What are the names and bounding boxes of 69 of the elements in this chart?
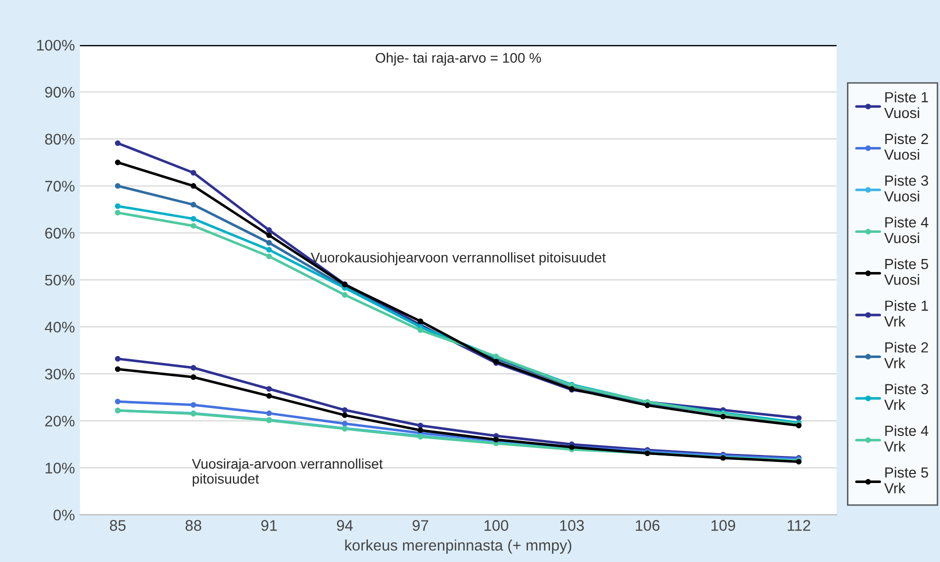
annotation: Vuorokausiohjearvoon verrannolliset pitoisuudet	[310, 252, 606, 266]
point	[114, 398, 121, 404]
x-tick-label: 106	[636, 520, 660, 531]
x-tick-label: 103	[560, 520, 584, 531]
point	[644, 402, 650, 408]
legend-label: Piste 4 Vuosi	[884, 216, 928, 244]
x-tick-label: 94	[336, 520, 353, 531]
point	[190, 216, 196, 222]
annotation: Vuosiraja-arvoon verrannolliset pitoisuudet	[192, 458, 383, 486]
point	[190, 402, 196, 408]
legend-label: Piste 2 Vrk	[884, 342, 928, 368]
ref-line-label: Ohje- tai raja-arvo = 100 %	[376, 52, 541, 66]
point	[114, 356, 121, 362]
legend-label: Piste 3 Vuosi	[884, 175, 928, 202]
y-tick-label: 80%	[45, 134, 74, 145]
point	[266, 240, 272, 246]
x-tick-label: 97	[412, 520, 428, 531]
point	[114, 366, 121, 372]
y-tick-label: 30%	[45, 368, 74, 380]
point	[190, 170, 196, 176]
point	[190, 183, 196, 189]
point	[114, 203, 121, 209]
legend-label: Piste 4 Vrk	[884, 425, 928, 452]
point	[418, 427, 424, 433]
legend-label: Piste 3 Vrk	[884, 384, 928, 410]
point	[114, 160, 121, 166]
y-tick-label: 100%	[37, 40, 74, 51]
point	[266, 386, 272, 392]
point	[114, 210, 121, 216]
x-tick-label: 109	[712, 520, 736, 531]
point	[342, 420, 348, 426]
point	[190, 202, 196, 208]
x-tick-label: 100	[484, 520, 508, 531]
legend-label: Piste 2 Vuosi	[884, 133, 928, 160]
point	[266, 247, 272, 253]
point	[190, 223, 196, 229]
y-tick-label: 60%	[45, 228, 74, 239]
x-tick-label: 88	[186, 520, 202, 531]
legend-label: Piste 5 Vrk	[884, 466, 928, 494]
point	[342, 292, 348, 298]
y-tick-label: 70%	[45, 180, 74, 192]
x-tick-label: 85	[110, 520, 126, 531]
point	[342, 407, 348, 413]
y-tick-label: 50%	[45, 274, 74, 286]
y-tick-label: 40%	[44, 322, 74, 333]
point	[342, 412, 348, 418]
x-axis-title: korkeus merenpinnasta (+ mmpy)	[345, 539, 572, 554]
point	[114, 183, 121, 189]
legend-label: Piste 5 Vuosi	[884, 258, 928, 285]
point	[266, 227, 272, 233]
point	[266, 254, 272, 260]
point	[720, 414, 726, 420]
legend-label: Piste 1 Vuosi	[884, 92, 928, 118]
point	[114, 140, 121, 146]
y-tick-label: 20%	[45, 416, 74, 427]
point	[266, 410, 272, 416]
x-tick-label: 91	[261, 520, 277, 531]
point	[190, 364, 196, 371]
point	[418, 327, 424, 333]
point	[418, 318, 424, 324]
y-tick-label: 0%	[54, 510, 74, 520]
legend-label: Piste 1 Vrk	[884, 300, 928, 326]
point	[266, 393, 272, 399]
y-tick-label: 90%	[45, 86, 74, 98]
point	[796, 415, 802, 421]
y-tick-label: 10%	[46, 462, 74, 474]
point	[266, 232, 272, 238]
point	[190, 374, 196, 380]
x-tick-label: 112	[788, 520, 810, 531]
